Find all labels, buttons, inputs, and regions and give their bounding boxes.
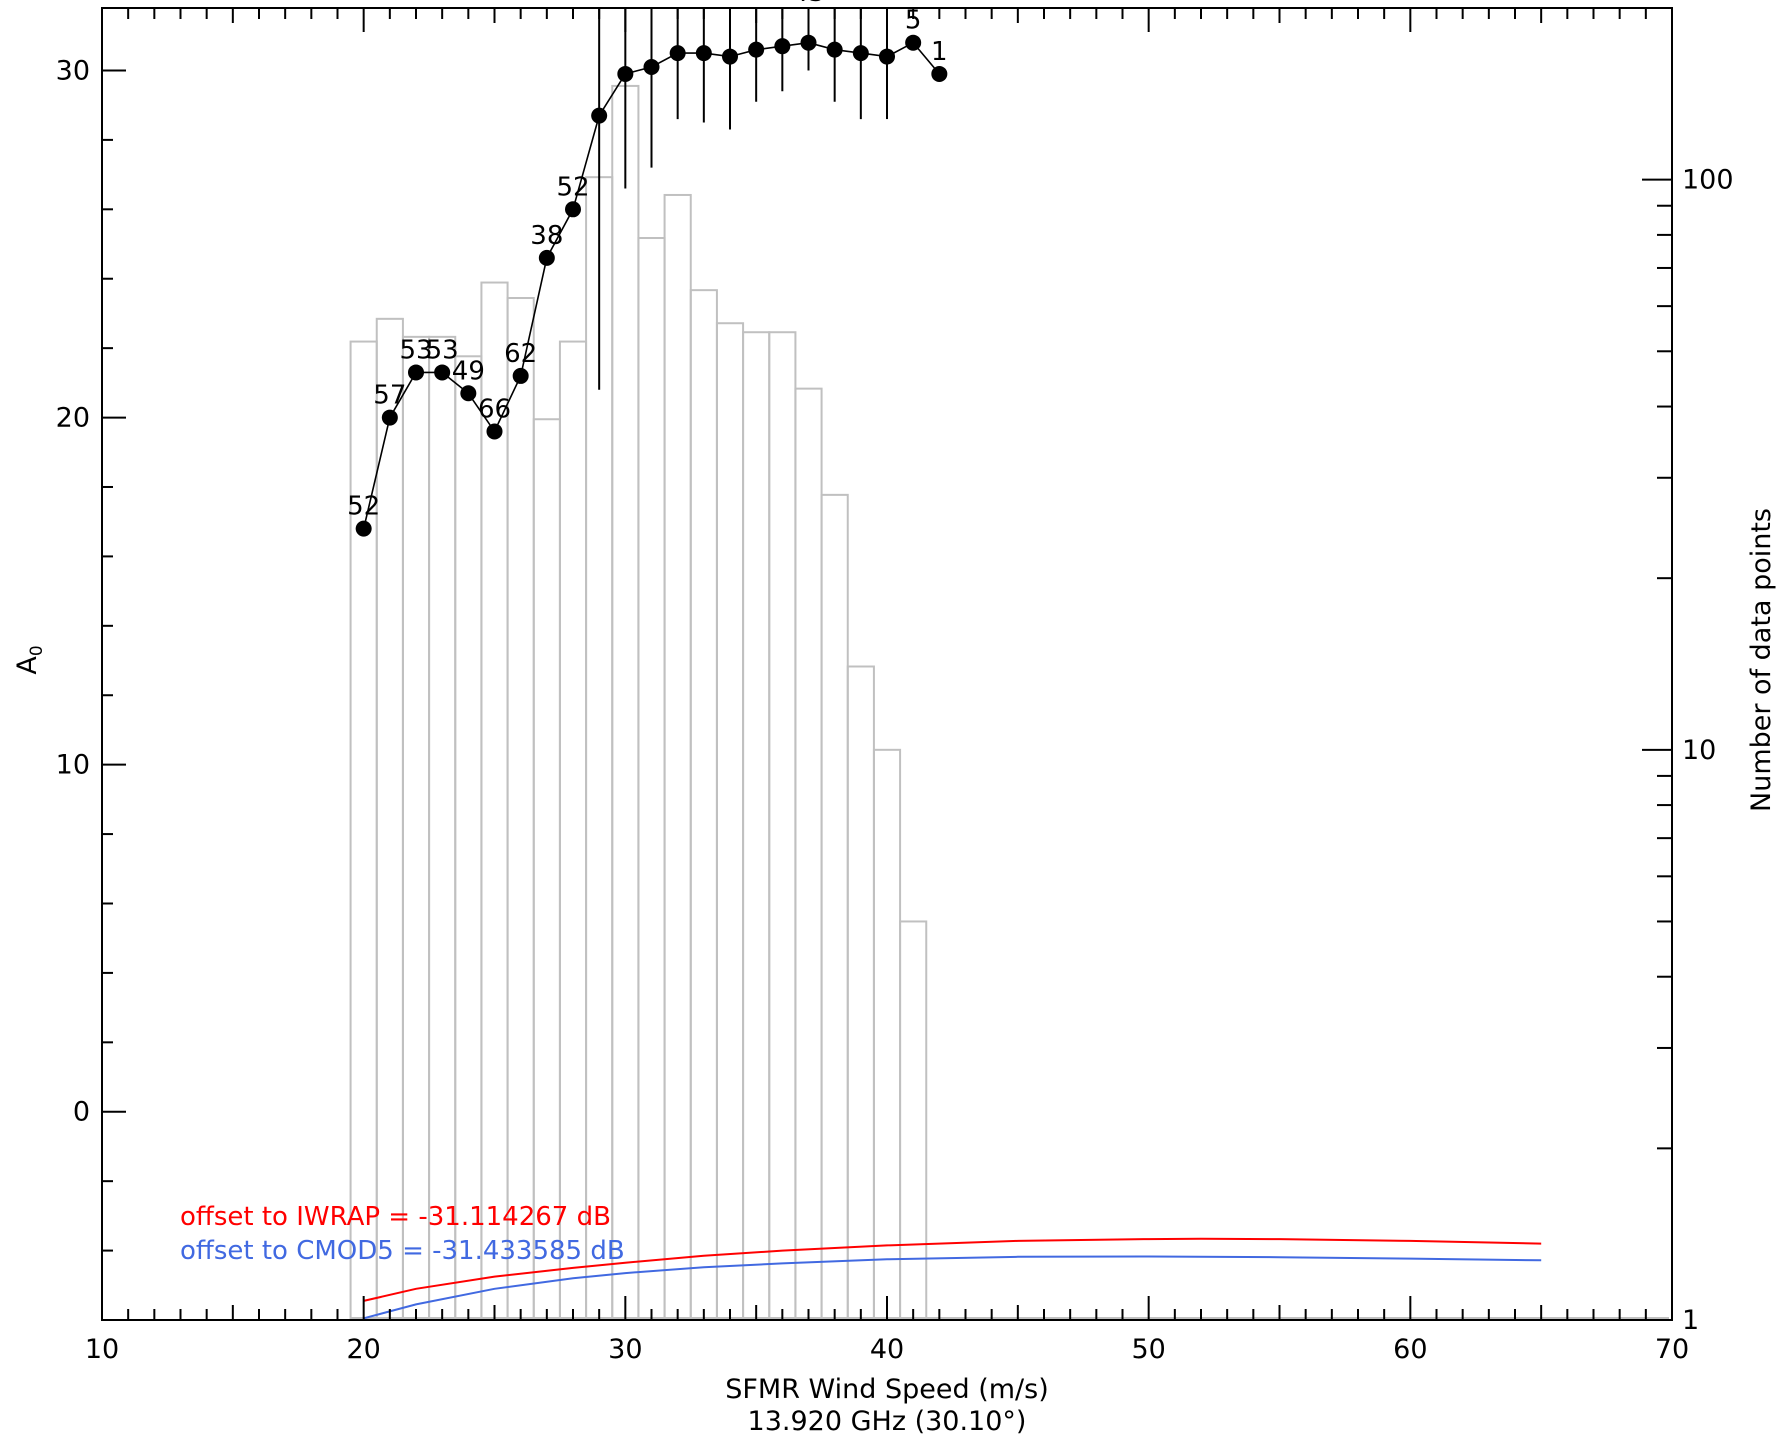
chart-subtitle: 13.920 GHz (30.10°) bbox=[748, 1406, 1027, 1434]
data-point bbox=[905, 34, 922, 51]
histogram-bar bbox=[558, 340, 588, 1321]
y-tick-label: 30 bbox=[56, 55, 90, 86]
y-tick-label: 20 bbox=[56, 403, 90, 434]
data-point bbox=[355, 520, 372, 537]
histogram-bar bbox=[611, 84, 640, 1321]
histogram-bar bbox=[820, 493, 849, 1321]
histogram-bar bbox=[663, 193, 692, 1322]
data-point bbox=[512, 367, 529, 384]
data-point bbox=[486, 423, 503, 440]
y2-tick-label: 10 bbox=[1682, 735, 1716, 766]
histogram-bar bbox=[428, 335, 457, 1321]
data-point bbox=[381, 409, 398, 426]
data-point bbox=[565, 201, 581, 218]
y-tick-label: 10 bbox=[56, 750, 90, 781]
data-point bbox=[774, 38, 791, 55]
x-tick-label: 20 bbox=[346, 1334, 380, 1365]
count-label: 43 bbox=[792, 0, 825, 8]
count-label: 53 bbox=[399, 335, 432, 365]
y2-tick-label: 1 bbox=[1682, 1305, 1699, 1336]
count-label: 5 bbox=[905, 6, 922, 36]
count-label: 53 bbox=[426, 335, 459, 365]
count-label: 66 bbox=[478, 394, 511, 424]
iwrap-curve bbox=[363, 1237, 1542, 1302]
cmod5-curve bbox=[363, 1255, 1542, 1320]
histogram-bar bbox=[637, 237, 666, 1321]
svg-text:A0: A0 bbox=[12, 645, 47, 674]
histogram-bar bbox=[532, 418, 561, 1321]
iwrap-offset-annotation: offset to IWRAP = -31.114267 dB bbox=[180, 1202, 611, 1232]
y-tick-label: 0 bbox=[73, 1097, 90, 1128]
data-point bbox=[879, 48, 895, 65]
x-tick-label: 50 bbox=[1131, 1334, 1165, 1365]
histogram-bar bbox=[401, 335, 431, 1321]
y-axis-title: A0 bbox=[12, 645, 47, 674]
data-point bbox=[695, 45, 712, 62]
data-point bbox=[800, 34, 817, 51]
x-tick-label: 60 bbox=[1393, 1334, 1427, 1365]
count-label: 62 bbox=[504, 339, 537, 369]
count-label: 52 bbox=[347, 492, 380, 522]
x-tick-label: 70 bbox=[1655, 1334, 1689, 1365]
data-point bbox=[931, 65, 948, 82]
data-point bbox=[722, 48, 738, 65]
data-point bbox=[852, 45, 869, 62]
histogram-bar bbox=[689, 289, 718, 1321]
histogram-layer bbox=[349, 84, 1669, 1322]
x-tick-label: 30 bbox=[608, 1334, 642, 1365]
x-tick-label: 40 bbox=[870, 1334, 904, 1365]
data-point bbox=[826, 41, 843, 58]
histogram-bar bbox=[742, 331, 771, 1322]
histogram-bar bbox=[794, 387, 823, 1321]
data-point bbox=[617, 65, 634, 82]
histogram-bar bbox=[768, 331, 797, 1322]
histogram-bar bbox=[454, 355, 483, 1322]
histogram-bar bbox=[846, 665, 875, 1321]
count-label: 52 bbox=[556, 172, 589, 202]
x-tick-label: 10 bbox=[85, 1334, 119, 1365]
model-curves-layer bbox=[363, 1237, 1542, 1320]
y2-tick-label: 100 bbox=[1682, 165, 1734, 196]
data-point bbox=[408, 364, 424, 381]
count-label: 49 bbox=[452, 356, 485, 386]
count-label: 57 bbox=[373, 381, 406, 411]
data-point bbox=[434, 364, 451, 381]
data-point bbox=[643, 59, 660, 76]
count-label: 38 bbox=[530, 221, 563, 251]
axes-layer: 10 20 30 40 50 60 70 0 10 20 30 1 10 100 bbox=[56, 7, 1734, 1365]
data-point bbox=[748, 41, 765, 58]
y-axis-title-main: A bbox=[12, 656, 43, 675]
cmod5-offset-annotation: offset to CMOD5 = -31.433585 dB bbox=[180, 1236, 625, 1266]
histogram-bar bbox=[872, 748, 902, 1321]
data-point bbox=[538, 249, 555, 266]
histogram-bar bbox=[506, 297, 535, 1322]
x-axis-title: SFMR Wind Speed (m/s) bbox=[725, 1374, 1049, 1405]
data-point bbox=[591, 107, 608, 124]
count-labels-layer: 5257535349666238521011467994645654544328… bbox=[347, 0, 947, 522]
data-points-layer bbox=[355, 8, 948, 537]
data-point bbox=[669, 45, 686, 62]
y-axis-title-subscript: 0 bbox=[27, 645, 47, 656]
count-label: 1 bbox=[931, 37, 948, 67]
plot-frame bbox=[101, 7, 1673, 1321]
y2-axis-title: Number of data points bbox=[1746, 508, 1777, 812]
histogram-bar bbox=[899, 920, 928, 1321]
histogram-bar bbox=[715, 322, 745, 1321]
histogram-bar bbox=[375, 317, 404, 1321]
data-point bbox=[460, 385, 477, 402]
